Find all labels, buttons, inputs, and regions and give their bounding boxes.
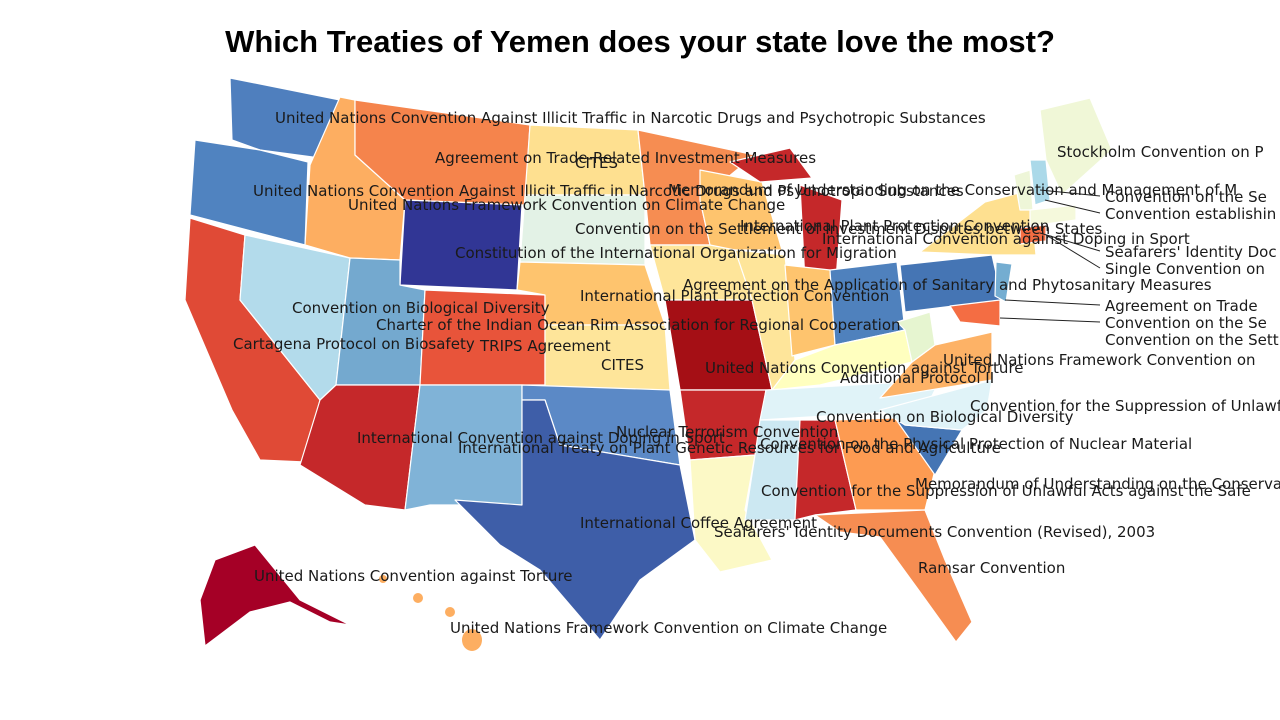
state-label: United Nations Framework Convention on: [943, 351, 1256, 369]
state: [1029, 159, 1051, 206]
state-label: Nuclear Terrorism Convention: [616, 423, 838, 441]
state-label: International Plant Protection Conventio…: [580, 287, 889, 305]
state-label: International Coffee Agreement: [580, 514, 817, 532]
state-label: Additional Protocol II: [840, 369, 994, 387]
island: [379, 575, 387, 583]
leader-lines: [999, 189, 1101, 323]
state-label: United Nations Convention Against Illici…: [253, 182, 964, 200]
state-label: Memorandum of Understanding on the Conse…: [915, 475, 1280, 493]
state-label: Convention on the Settlement of Investme…: [575, 220, 1103, 238]
state-label: CITES: [575, 154, 618, 172]
hawaii: [379, 575, 482, 651]
state: [189, 139, 309, 246]
state-label: Convention on the Physical Protection of…: [760, 435, 1192, 453]
state-label: Convention for the Suppression of Unlawf…: [761, 482, 1251, 500]
state: [1019, 224, 1047, 245]
island: [445, 607, 455, 617]
island: [413, 593, 423, 603]
leader-line: [1044, 199, 1101, 214]
map-title: Which Treaties of Yemen does your state …: [225, 24, 1055, 59]
states: [184, 77, 1113, 651]
state: [949, 299, 1001, 327]
state-label: International Convention against Doping …: [357, 429, 725, 447]
island: [462, 629, 482, 651]
state-label: Convention on the Se: [1105, 314, 1267, 332]
state-label: Cartagena Protocol on Biosafety: [233, 335, 475, 353]
state-label: Agreement on the Application of Sanitary…: [683, 276, 1212, 294]
state-label: Convention for the Suppression of Unlawf…: [970, 397, 1280, 415]
state: [814, 509, 973, 643]
state-label: Ramsar Convention: [918, 559, 1065, 577]
state-label: Convention on the Se: [1105, 188, 1267, 206]
state-labels: United Nations Convention Against Illici…: [233, 109, 1280, 637]
state: [744, 419, 801, 521]
state-label: Constitution of the International Organi…: [455, 244, 897, 262]
state: [994, 261, 1013, 303]
state-label: Convention on Biological Diversity: [816, 408, 1074, 426]
state-label: United Nations Convention Against Illici…: [275, 109, 986, 127]
state-label: Single Convention on: [1105, 260, 1265, 278]
state: [834, 417, 936, 511]
leader-line: [1039, 232, 1101, 252]
state-label: Seafarers' Identity Documents Convention…: [714, 523, 1155, 541]
state-label: Agreement on Trade-Related Investment Me…: [435, 149, 816, 167]
leader-line: [1004, 299, 1101, 306]
state: [1039, 97, 1113, 196]
state: [229, 77, 341, 161]
state-label: Agreement on Trade: [1105, 297, 1258, 315]
state-label: United Nations Convention against Tortur…: [254, 567, 573, 585]
state: [1029, 204, 1077, 227]
state-label: International Convention against Doping …: [822, 230, 1190, 248]
state-label: Memorandum of Understanding on the Conse…: [668, 181, 1237, 199]
leader-line: [1045, 234, 1101, 269]
state-label: Seafarers' Identity Doc: [1105, 243, 1277, 261]
state-label: Convention establishin: [1105, 205, 1276, 223]
state-label: United Nations Framework Convention on C…: [348, 196, 785, 214]
state: [199, 544, 351, 647]
state: [896, 311, 936, 363]
state-label: TRIPS Agreement: [479, 337, 611, 355]
state-label: United Nations Convention against Tortur…: [705, 359, 1024, 377]
state-label: Convention on the Settle: [1105, 331, 1280, 349]
state: [454, 399, 696, 641]
state-label: International Treaty on Plant Genetic Re…: [458, 439, 1001, 457]
state-label: International Plant Protection Conventio…: [740, 217, 1049, 235]
state: [729, 147, 813, 183]
state-label: Convention on Biological Diversity: [292, 299, 550, 317]
state-label: Charter of the Indian Ocean Rim Associat…: [376, 316, 901, 334]
state-label: Stockholm Convention on P: [1057, 143, 1264, 161]
state-label: CITES: [601, 356, 644, 374]
state: [879, 379, 993, 431]
state-label: United Nations Framework Convention on C…: [450, 619, 887, 637]
leader-line: [999, 317, 1101, 323]
leader-line: [1039, 189, 1101, 197]
